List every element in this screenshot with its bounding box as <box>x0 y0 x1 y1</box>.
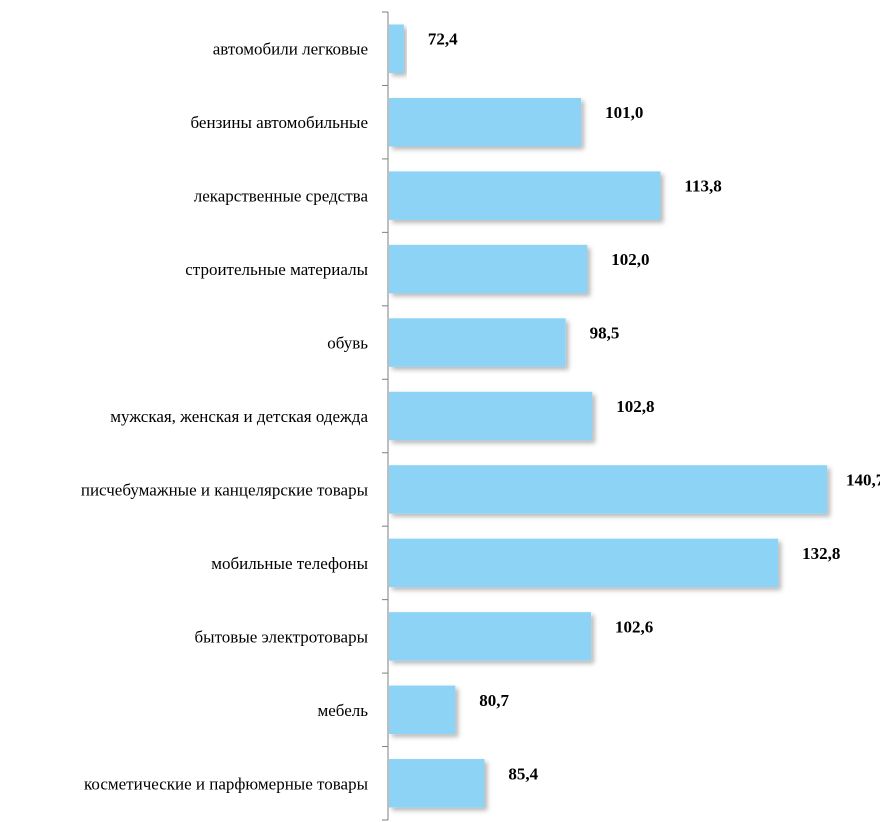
category-label: обувь <box>327 334 368 353</box>
category-label: строительные материалы <box>185 260 368 279</box>
bar <box>389 171 661 220</box>
value-labels: 72,4 101,0 113,8 102,0 98,5 102,8 140,7 132,8 10… <box>428 30 880 784</box>
bar <box>389 244 588 294</box>
value-label: 80,7 <box>479 691 509 710</box>
bar <box>389 24 404 73</box>
value-label: 140,7 <box>846 470 880 489</box>
value-label: 72,4 <box>428 30 458 49</box>
value-label: 85,4 <box>508 764 538 783</box>
value-label: 101,0 <box>605 103 643 122</box>
bar <box>389 318 566 367</box>
bar <box>389 685 456 735</box>
category-label: мебель <box>317 701 368 720</box>
category-label: автомобили легковые <box>213 40 368 59</box>
axis-ticks <box>382 11 388 821</box>
bar <box>389 97 582 147</box>
category-label: бытовые электротовары <box>195 627 369 646</box>
value-label: 98,5 <box>590 324 620 343</box>
bar <box>389 538 779 588</box>
category-label: мобильные телефоны <box>211 554 368 573</box>
bar <box>389 759 485 808</box>
bar <box>389 391 593 441</box>
category-label: лекарственные средства <box>194 187 369 206</box>
category-labels: автомобили легковые бензины автомобильные… <box>81 40 369 794</box>
category-label: писчебумажные и канцелярские товары <box>81 480 369 499</box>
bars <box>389 24 828 808</box>
bar <box>389 612 592 661</box>
category-label: мужская, женская и детская одежда <box>110 407 368 426</box>
value-label: 102,6 <box>615 617 653 636</box>
value-label: 102,8 <box>616 397 654 416</box>
category-label: бензины автомобильные <box>191 113 369 132</box>
value-label: 102,0 <box>611 250 649 269</box>
category-label: косметические и парфюмерные товары <box>84 774 369 793</box>
value-label: 113,8 <box>684 177 721 196</box>
bar <box>389 465 828 514</box>
value-label: 132,8 <box>802 544 840 563</box>
